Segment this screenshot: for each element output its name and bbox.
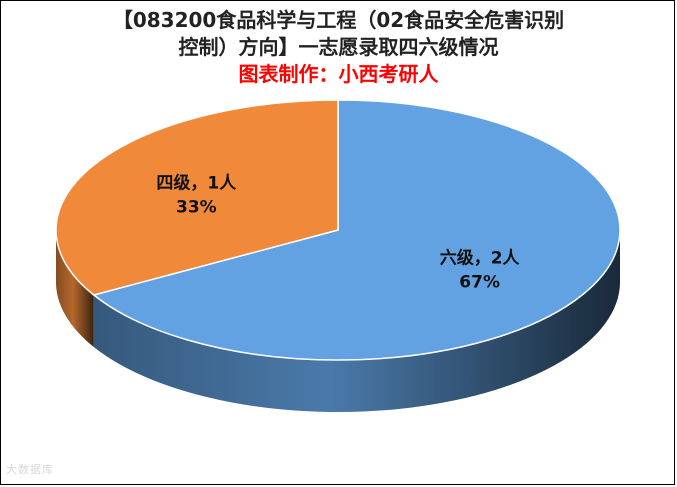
pie-side-四级: [56, 230, 94, 347]
watermark-logo: 大数据库: [6, 463, 54, 476]
slice-percent-四级: 33%: [176, 197, 217, 217]
slice-label-六级: 六级，2人: [440, 248, 521, 269]
chart-title-line2: 控制）方向】一志愿录取四六级情况: [178, 35, 499, 59]
slice-percent-六级: 67%: [459, 273, 500, 293]
pie-slice-六级: [92, 99, 621, 361]
slice-label-四级: 四级，1人: [156, 172, 237, 193]
chart-title-line1: 【083200食品科学与工程（02食品安全危害识别: [112, 8, 565, 32]
chart-subtitle: 图表制作：小西考研人: [238, 62, 439, 86]
pie-slice-四级: [55, 99, 339, 296]
pie-side-六级: [93, 230, 621, 412]
